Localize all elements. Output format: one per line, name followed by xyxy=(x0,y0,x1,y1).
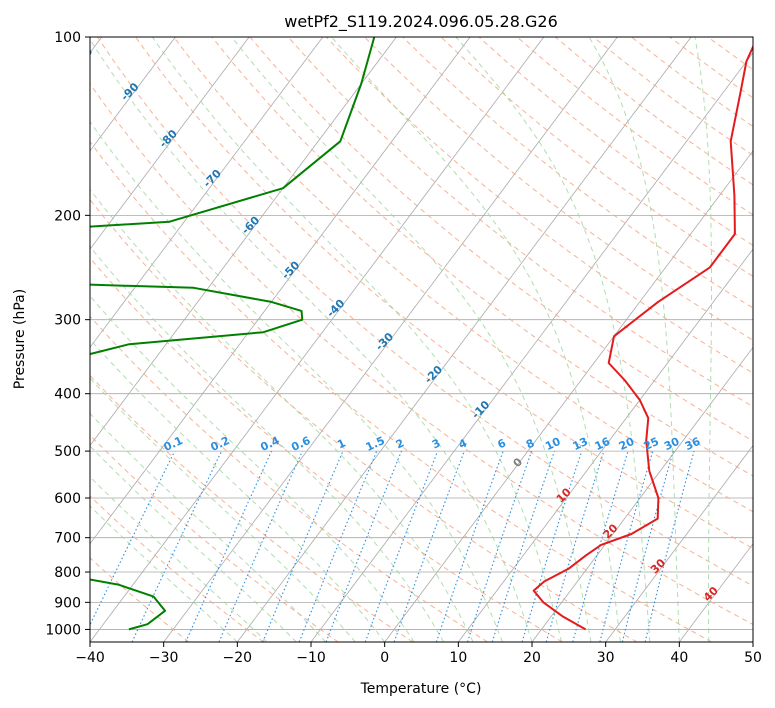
plot-frame xyxy=(89,36,754,643)
y-tick-label: 700 xyxy=(54,531,81,547)
isotherm-line xyxy=(457,248,753,642)
isotherm-line xyxy=(310,52,753,642)
mixing-ratio-label: 20 xyxy=(617,435,637,453)
y-tick-label: 100 xyxy=(54,30,81,46)
x-tick-label: 40 xyxy=(670,650,688,666)
x-tick-label: −30 xyxy=(149,650,179,666)
moist-adiabat xyxy=(90,245,445,642)
temperature-profile-line xyxy=(532,44,753,631)
y-tick-label: 200 xyxy=(54,208,81,224)
dry-adiabat xyxy=(90,374,414,642)
isotherm-line xyxy=(605,444,753,642)
y-tick-label: 1000 xyxy=(45,622,81,638)
mixing-ratio-line xyxy=(364,450,439,642)
moist-adiabat xyxy=(588,37,680,642)
moist-adiabat xyxy=(694,37,712,642)
x-tick-label: −20 xyxy=(223,650,253,666)
x-axis-label: Temperature (°C) xyxy=(360,681,482,697)
mixing-ratio-line xyxy=(298,450,378,642)
x-tick-label: −10 xyxy=(296,650,326,666)
dry-adiabat xyxy=(90,83,753,625)
mixing-ratio-label: 13 xyxy=(571,435,590,453)
isotherm-line xyxy=(384,150,753,642)
pressure-grid xyxy=(90,37,753,630)
dry-adiabat xyxy=(287,37,753,408)
moist-adiabat xyxy=(90,120,503,642)
moist-adiabat xyxy=(331,37,621,642)
moist-adiabat xyxy=(90,412,327,642)
dry-adiabat xyxy=(211,37,753,477)
mixing-ratio-line xyxy=(185,450,273,642)
moist-adiabat xyxy=(90,476,268,642)
mixing-ratio-line xyxy=(90,450,176,627)
y-tick-label: 500 xyxy=(54,444,81,460)
mixing-ratio-line xyxy=(644,450,695,642)
x-tick-label: 0 xyxy=(380,650,389,666)
isotherm-grid xyxy=(90,37,753,642)
dry-adiabat xyxy=(364,37,753,341)
mixing-ratio-line xyxy=(393,450,465,642)
isotherm-line xyxy=(90,37,176,152)
mixing-ratio-line xyxy=(491,450,555,642)
moist-adiabats xyxy=(90,37,712,642)
moist-adiabat xyxy=(90,188,474,642)
mixing-ratio-label: 25 xyxy=(642,435,661,453)
mixing-ratio-label: 36 xyxy=(683,435,703,453)
mixing-ratio-line xyxy=(545,450,605,642)
moist-adiabat xyxy=(90,445,297,642)
mixing-ratio-line xyxy=(599,450,654,642)
isotherm-line xyxy=(163,37,618,642)
x-tick-label: 20 xyxy=(523,650,541,666)
isotherm-line xyxy=(90,37,250,250)
x-axis-ticks: −40 −30 −20 −10 0 10 20 30 40 50 xyxy=(75,642,762,666)
y-tick-label: 800 xyxy=(54,565,81,581)
moist-adiabat xyxy=(151,37,562,642)
moist-adiabat xyxy=(455,37,651,642)
mixing-ratio-line xyxy=(621,450,674,642)
dry-adiabat xyxy=(90,198,638,642)
x-tick-label: 50 xyxy=(744,650,762,666)
dry-adiabat xyxy=(135,37,753,550)
isotherm-line xyxy=(90,37,324,349)
dry-adiabats xyxy=(90,37,753,642)
mixing-ratio-line xyxy=(521,450,583,642)
mixing-ratio-label: 30 xyxy=(662,435,682,453)
mixing-ratio-line xyxy=(466,450,533,642)
plot-area: -100-90-80-70-60-50-40-30-20-10 0.10.20.… xyxy=(90,37,753,642)
mixing-ratio-line xyxy=(435,450,504,642)
mixing-ratio-label: 10 xyxy=(543,435,563,453)
mixing-ratio-lines xyxy=(90,450,695,642)
dry-adiabat xyxy=(402,37,753,309)
x-tick-label: 10 xyxy=(449,650,467,666)
dry-adiabat xyxy=(96,37,753,587)
y-axis-label: Pressure (hPa) xyxy=(12,289,28,389)
x-tick-label: 30 xyxy=(597,650,615,666)
isotherm-line xyxy=(90,37,545,642)
isotherm-line xyxy=(90,37,397,447)
isotherm-line xyxy=(236,37,692,642)
y-tick-label: 400 xyxy=(54,387,81,403)
chart-title: wetPf2_S119.2024.096.05.28.G26 xyxy=(284,12,558,32)
x-tick-label: −40 xyxy=(75,650,105,666)
dry-adiabat xyxy=(173,37,753,513)
mixing-ratio-label: 16 xyxy=(593,435,613,453)
dry-adiabat xyxy=(90,140,712,642)
mixing-ratio-line xyxy=(218,450,303,642)
mixing-ratio-line xyxy=(572,450,629,642)
dry-adiabat xyxy=(90,557,190,642)
y-tick-label: 600 xyxy=(54,491,81,507)
isotherm-line xyxy=(90,37,471,545)
profile-series xyxy=(90,37,753,631)
y-tick-label: 900 xyxy=(54,595,81,611)
moist-adiabat xyxy=(90,377,356,642)
mixing-ratio-line xyxy=(262,450,344,642)
moist-adiabat xyxy=(90,338,386,642)
dry-adiabat xyxy=(90,257,563,642)
y-tick-label: 300 xyxy=(54,313,81,329)
isotherm-line xyxy=(531,346,753,642)
mixing-ratio-line xyxy=(325,450,403,642)
y-axis-ticks: 100 200 300 400 500 600 700 800 900 1000 xyxy=(45,30,90,638)
